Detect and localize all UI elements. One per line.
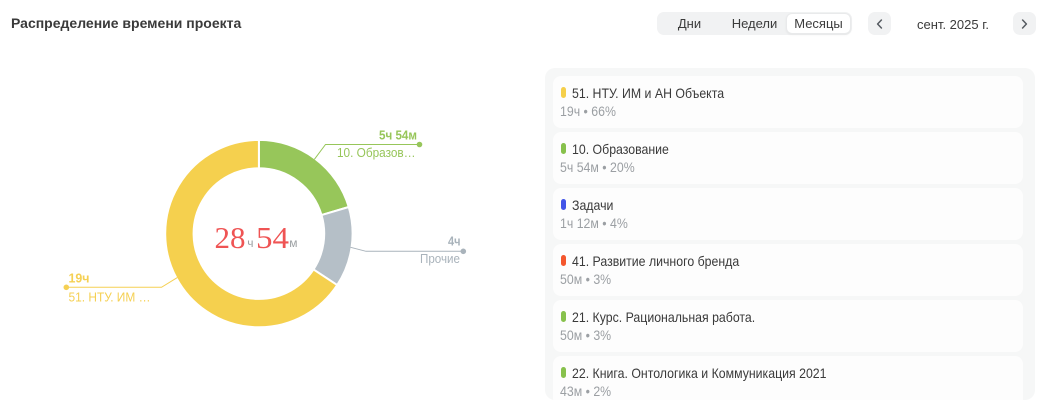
svg-text:4ч: 4ч xyxy=(448,234,461,249)
svg-text:м: м xyxy=(289,236,297,250)
svg-text:ч: ч xyxy=(247,236,253,250)
svg-text:54: 54 xyxy=(256,221,289,255)
svg-text:10. Образов…: 10. Образов… xyxy=(337,145,416,160)
svg-text:5ч 54м: 5ч 54м xyxy=(379,128,417,143)
svg-text:Прочие: Прочие xyxy=(420,251,460,266)
svg-text:51. НТУ. ИМ …: 51. НТУ. ИМ … xyxy=(69,290,151,305)
svg-text:28: 28 xyxy=(215,221,246,255)
svg-text:19ч: 19ч xyxy=(69,271,90,286)
